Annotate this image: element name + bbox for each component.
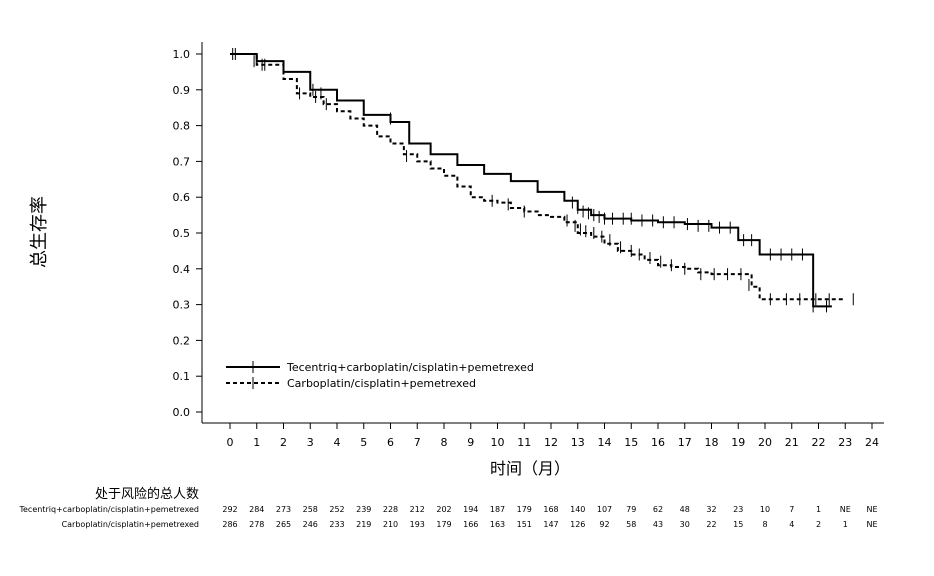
risk-value-0: 187 <box>490 505 505 514</box>
risk-value-1: 233 <box>329 520 344 529</box>
x-tick-label: 10 <box>491 436 505 449</box>
risk-value-1: 278 <box>249 520 264 529</box>
y-axis-title: 总生存率 <box>29 196 50 268</box>
risk-value-1: 179 <box>436 520 451 529</box>
risk-value-1: 4 <box>789 520 794 529</box>
x-tick-label: 2 <box>280 436 287 449</box>
risk-row-label-control: Carboplatin/cisplatin+pemetrexed <box>62 520 199 529</box>
risk-value-0: 7 <box>789 505 794 514</box>
risk-value-1: 1 <box>843 520 848 529</box>
y-tick-label: 0.4 <box>173 263 191 276</box>
risk-value-0: 62 <box>653 505 663 514</box>
x-tick-label: 4 <box>334 436 341 449</box>
risk-value-0: 212 <box>410 505 425 514</box>
risk-value-0: 202 <box>436 505 451 514</box>
risk-value-0: 10 <box>760 505 770 514</box>
risk-value-0: 292 <box>222 505 237 514</box>
risk-value-1: 30 <box>680 520 690 529</box>
risk-value-0: 228 <box>383 505 398 514</box>
risk-value-1: 147 <box>543 520 558 529</box>
risk-value-0: 239 <box>356 505 371 514</box>
risk-value-1: 166 <box>463 520 478 529</box>
x-tick-label: 22 <box>812 436 826 449</box>
x-tick-label: 20 <box>758 436 772 449</box>
risk-value-1: 43 <box>653 520 663 529</box>
x-tick-label: 8 <box>441 436 448 449</box>
risk-value-1: 210 <box>383 520 398 529</box>
risk-value-1: 2 <box>816 520 821 529</box>
risk-value-0: 48 <box>680 505 690 514</box>
risk-value-0: NE <box>840 505 851 514</box>
risk-value-0: 168 <box>543 505 558 514</box>
x-tick-label: 21 <box>785 436 799 449</box>
risk-value-0: 32 <box>706 505 716 514</box>
risk-value-0: 1 <box>816 505 821 514</box>
legend-label-control: Carboplatin/cisplatin+pemetrexed <box>287 377 476 390</box>
y-tick-label: 0.3 <box>173 299 191 312</box>
risk-value-1: 219 <box>356 520 371 529</box>
x-axis-title: 时间（月） <box>490 459 570 478</box>
x-tick-label: 6 <box>387 436 394 449</box>
axes: 0.00.10.20.30.40.50.60.70.80.91.00 1 2 3 4 5 6… <box>173 42 884 449</box>
y-tick-label: 0.1 <box>173 370 191 383</box>
y-tick-label: 0.6 <box>173 191 191 204</box>
y-tick-label: 0.7 <box>173 155 191 168</box>
risk-value-0: 252 <box>329 505 344 514</box>
risk-value-0: 140 <box>570 505 585 514</box>
risk-value-1: 22 <box>706 520 716 529</box>
risk-row-label-tecentriq: Tecentriq+carboplatin/cisplatin+pemetrex… <box>18 505 199 514</box>
risk-value-1: 151 <box>517 520 532 529</box>
risk-value-1: 163 <box>490 520 505 529</box>
y-tick-label: 0.5 <box>173 227 191 240</box>
x-tick-label: 3 <box>307 436 314 449</box>
risk-value-1: 193 <box>410 520 425 529</box>
x-tick-label: 9 <box>467 436 474 449</box>
legend: Tecentriq+carboplatin/cisplatin+pemetrex… <box>226 361 534 390</box>
x-tick-label: 1 <box>253 436 260 449</box>
risk-value-1: 246 <box>303 520 318 529</box>
risk-value-0: 273 <box>276 505 291 514</box>
risk-value-1: 8 <box>762 520 767 529</box>
risk-value-1: 92 <box>599 520 609 529</box>
risk-value-1: 265 <box>276 520 291 529</box>
series-line-0 <box>230 53 832 308</box>
risk-value-1: 286 <box>222 520 237 529</box>
x-tick-label: 17 <box>678 436 692 449</box>
x-tick-label: 18 <box>705 436 719 449</box>
risk-value-0: 179 <box>517 505 532 514</box>
x-tick-label: 19 <box>731 436 745 449</box>
y-tick-label: 0.0 <box>173 406 191 419</box>
x-tick-label: 13 <box>571 436 585 449</box>
risk-value-0: NE <box>866 505 877 514</box>
risk-values: 292 284 273 258 252 239 228 212 202 194 187 179 168 1… <box>222 505 877 529</box>
series-layer <box>230 48 854 313</box>
x-tick-label: 5 <box>360 436 367 449</box>
x-tick-label: 24 <box>865 436 879 449</box>
y-tick-label: 0.8 <box>173 120 191 133</box>
risk-value-0: 284 <box>249 505 264 514</box>
y-tick-label: 0.9 <box>173 84 191 97</box>
x-tick-label: 7 <box>414 436 421 449</box>
risk-value-1: 58 <box>626 520 636 529</box>
risk-table-title: 处于风险的总人数 <box>95 486 199 502</box>
x-tick-label: 14 <box>598 436 612 449</box>
x-tick-label: 15 <box>624 436 638 449</box>
risk-value-1: 15 <box>733 520 743 529</box>
y-tick-label: 1.0 <box>173 48 191 61</box>
risk-value-1: 126 <box>570 520 585 529</box>
x-tick-label: 12 <box>544 436 558 449</box>
risk-value-0: 79 <box>626 505 636 514</box>
risk-value-0: 258 <box>303 505 318 514</box>
x-tick-label: 11 <box>517 436 531 449</box>
y-tick-label: 0.2 <box>173 334 191 347</box>
risk-value-1: NE <box>866 520 877 529</box>
x-tick-label: 23 <box>838 436 852 449</box>
legend-label-tecentriq: Tecentriq+carboplatin/cisplatin+pemetrex… <box>286 361 534 374</box>
risk-value-0: 194 <box>463 505 478 514</box>
risk-value-0: 107 <box>597 505 612 514</box>
x-tick-label: 0 <box>227 436 234 449</box>
x-tick-label: 16 <box>651 436 665 449</box>
risk-value-0: 23 <box>733 505 743 514</box>
